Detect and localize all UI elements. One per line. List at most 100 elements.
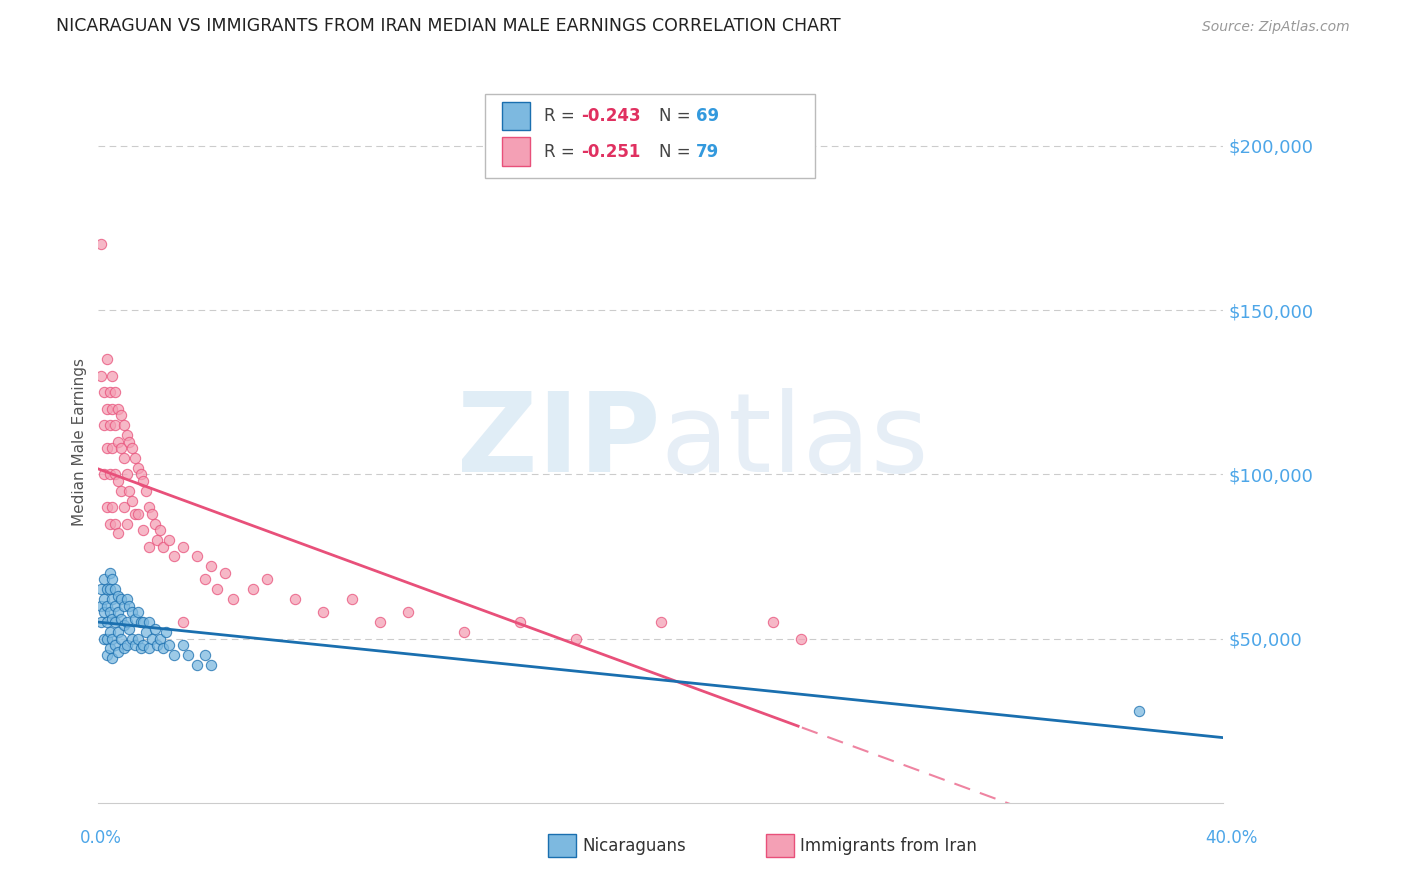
Point bbox=[172, 540, 194, 554]
Point bbox=[222, 592, 245, 607]
Point bbox=[104, 638, 127, 652]
Point bbox=[115, 638, 138, 652]
Point bbox=[101, 441, 124, 455]
Point bbox=[132, 523, 155, 537]
Point bbox=[101, 573, 124, 587]
Point bbox=[138, 540, 160, 554]
Point bbox=[101, 651, 124, 665]
Point bbox=[96, 352, 118, 367]
Point bbox=[141, 632, 163, 646]
Point bbox=[104, 385, 127, 400]
Point bbox=[115, 592, 138, 607]
Point bbox=[107, 474, 129, 488]
Text: Source: ZipAtlas.com: Source: ZipAtlas.com bbox=[1202, 21, 1350, 34]
Point bbox=[138, 615, 160, 630]
Point bbox=[453, 625, 475, 640]
Point bbox=[118, 599, 141, 613]
Point bbox=[157, 533, 180, 547]
Point bbox=[107, 625, 129, 640]
Point bbox=[172, 638, 194, 652]
Point bbox=[155, 625, 177, 640]
Point bbox=[93, 592, 115, 607]
Point bbox=[312, 605, 335, 619]
Point bbox=[110, 632, 132, 646]
Point bbox=[107, 589, 129, 603]
Point bbox=[104, 599, 127, 613]
Point bbox=[138, 500, 160, 515]
Point bbox=[115, 516, 138, 531]
Point bbox=[132, 638, 155, 652]
Text: Immigrants from Iran: Immigrants from Iran bbox=[800, 837, 977, 855]
Point bbox=[110, 592, 132, 607]
Point bbox=[96, 599, 118, 613]
Point bbox=[101, 592, 124, 607]
Point bbox=[98, 625, 121, 640]
Point bbox=[129, 467, 152, 482]
Point bbox=[141, 507, 163, 521]
Point bbox=[135, 625, 157, 640]
Point bbox=[129, 615, 152, 630]
Point bbox=[104, 418, 127, 433]
Point bbox=[104, 582, 127, 597]
Point bbox=[284, 592, 307, 607]
Point bbox=[121, 605, 143, 619]
Point bbox=[90, 368, 112, 383]
Point bbox=[143, 516, 166, 531]
Point bbox=[90, 615, 112, 630]
Point bbox=[186, 657, 208, 672]
Point bbox=[790, 632, 813, 646]
Point bbox=[127, 507, 149, 521]
Point bbox=[368, 615, 391, 630]
Point bbox=[110, 409, 132, 423]
Text: NICARAGUAN VS IMMIGRANTS FROM IRAN MEDIAN MALE EARNINGS CORRELATION CHART: NICARAGUAN VS IMMIGRANTS FROM IRAN MEDIA… bbox=[56, 17, 841, 35]
Point bbox=[214, 566, 236, 580]
Point bbox=[163, 549, 186, 564]
Point bbox=[124, 507, 146, 521]
Point bbox=[93, 573, 115, 587]
Point bbox=[96, 632, 118, 646]
Point bbox=[121, 441, 143, 455]
Point bbox=[135, 483, 157, 498]
Y-axis label: Median Male Earnings: Median Male Earnings bbox=[72, 358, 87, 525]
Point bbox=[124, 612, 146, 626]
Text: N =: N = bbox=[659, 143, 696, 161]
Point bbox=[146, 533, 169, 547]
Point bbox=[98, 385, 121, 400]
Point bbox=[115, 428, 138, 442]
Text: N =: N = bbox=[659, 107, 696, 125]
Point bbox=[107, 526, 129, 541]
Point bbox=[200, 559, 222, 574]
Point bbox=[112, 641, 135, 656]
Point bbox=[110, 612, 132, 626]
Point bbox=[256, 573, 278, 587]
Point bbox=[98, 516, 121, 531]
Point bbox=[104, 516, 127, 531]
Text: -0.251: -0.251 bbox=[581, 143, 640, 161]
Point bbox=[163, 648, 186, 662]
Text: ZIP: ZIP bbox=[457, 388, 661, 495]
Text: -0.243: -0.243 bbox=[581, 107, 640, 125]
Point bbox=[115, 467, 138, 482]
Point bbox=[96, 582, 118, 597]
Point bbox=[118, 622, 141, 636]
Point bbox=[112, 450, 135, 465]
Point bbox=[93, 605, 115, 619]
Point bbox=[650, 615, 672, 630]
Point bbox=[93, 632, 115, 646]
Point bbox=[112, 500, 135, 515]
Point bbox=[98, 605, 121, 619]
Point bbox=[565, 632, 588, 646]
Point bbox=[121, 632, 143, 646]
Point bbox=[194, 573, 217, 587]
Text: 79: 79 bbox=[696, 143, 720, 161]
Point bbox=[149, 632, 172, 646]
Point bbox=[90, 237, 112, 252]
Point bbox=[152, 540, 174, 554]
Point bbox=[107, 605, 129, 619]
Point bbox=[112, 418, 135, 433]
Point bbox=[132, 615, 155, 630]
Point bbox=[110, 441, 132, 455]
Point bbox=[112, 599, 135, 613]
Text: R =: R = bbox=[544, 143, 581, 161]
Point bbox=[127, 460, 149, 475]
